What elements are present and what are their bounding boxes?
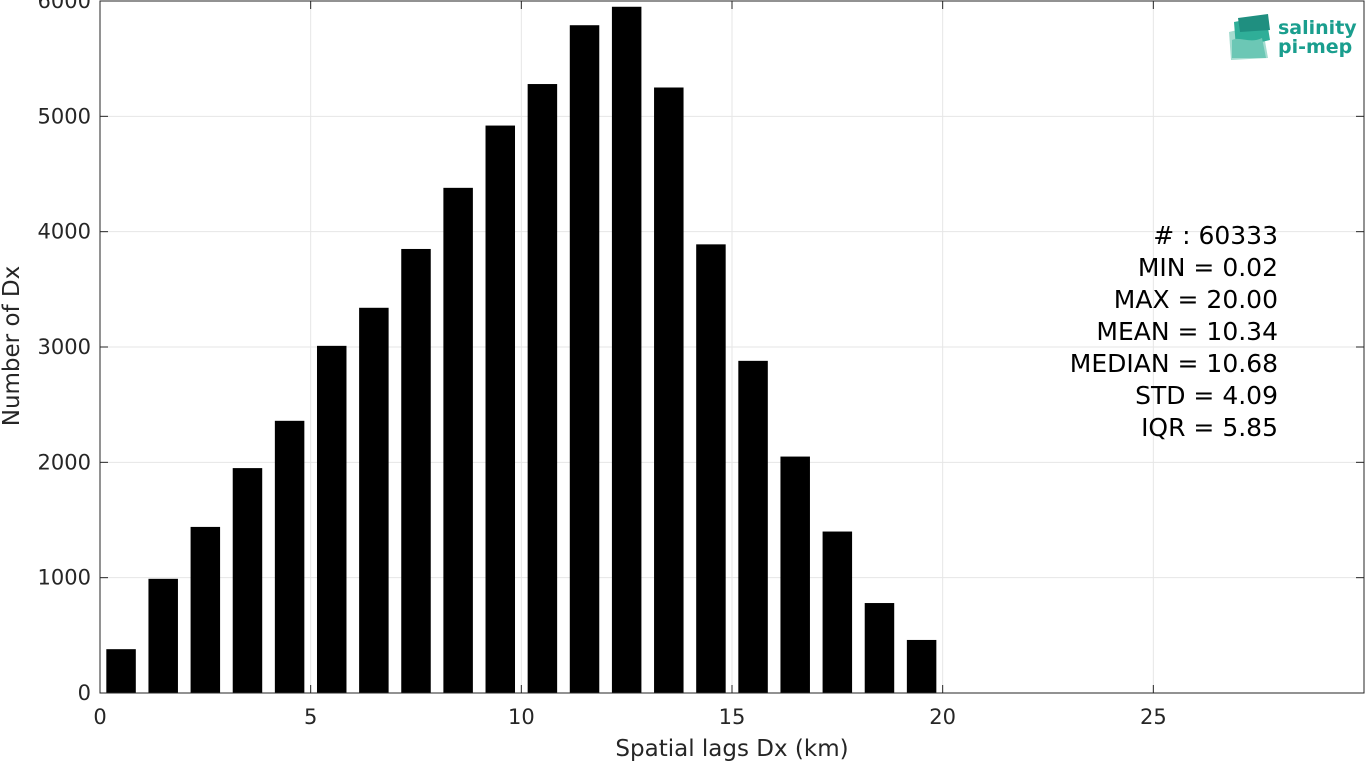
x-tick-label: 15 [719,705,746,729]
bar [359,307,389,693]
bar [822,531,853,693]
stat-annotation: IQR = 5.85 [1141,413,1278,442]
stat-annotation: MAX = 20.00 [1114,285,1278,314]
stat-annotation: MEAN = 10.34 [1096,317,1278,346]
x-axis-title: Spatial lags Dx (km) [615,736,848,762]
stat-annotation: # : 60333 [1153,221,1278,250]
stat-annotation: MIN = 0.02 [1138,253,1278,282]
x-tick-labels: 0 5 10 15 20 25 [93,705,1166,729]
x-tick-label: 25 [1140,705,1167,729]
bar [148,578,178,693]
x-tick-label: 0 [93,705,106,729]
logo-line-2: pi-mep [1278,36,1352,58]
x-tick-label: 20 [929,705,956,729]
bar [443,187,473,693]
bar [611,6,642,694]
y-tick-label: 6000 [38,0,91,13]
bar [696,244,726,693]
bar [316,345,347,693]
bar [654,87,684,693]
tick-marks [99,0,1364,694]
bar [274,420,305,693]
bar [106,649,136,693]
bars [106,6,937,694]
bar [738,360,768,693]
bar [232,468,263,693]
x-tick-label: 10 [508,705,535,729]
y-axis-title: Number of Dx [0,266,25,427]
stat-annotation: MEDIAN = 10.68 [1070,349,1278,378]
y-tick-label: 5000 [38,104,91,128]
bar [485,125,516,693]
y-tick-labels: 0 1000 2000 3000 4000 5000 6000 [38,0,91,705]
y-tick-label: 1000 [38,566,91,590]
stats-annotations: # : 60333 MIN = 0.02 MAX = 20.00 MEAN = 10.… [1070,221,1278,442]
salinity-pi-mep-logo: salinity pi-mep [1229,14,1357,60]
stat-annotation: STD = 4.09 [1135,381,1278,410]
y-tick-label: 2000 [38,450,91,474]
y-tick-label: 4000 [38,220,91,244]
bar [780,456,810,693]
bar [190,526,221,693]
wave-logo-icon [1229,14,1270,60]
bar [906,639,937,693]
bar [569,25,600,694]
logo-line-1: salinity [1278,17,1357,39]
y-tick-label: 3000 [38,335,91,359]
x-tick-label: 5 [304,705,317,729]
bar [401,248,431,693]
y-tick-label: 0 [78,681,91,705]
bar [527,84,558,694]
bar [864,603,895,693]
